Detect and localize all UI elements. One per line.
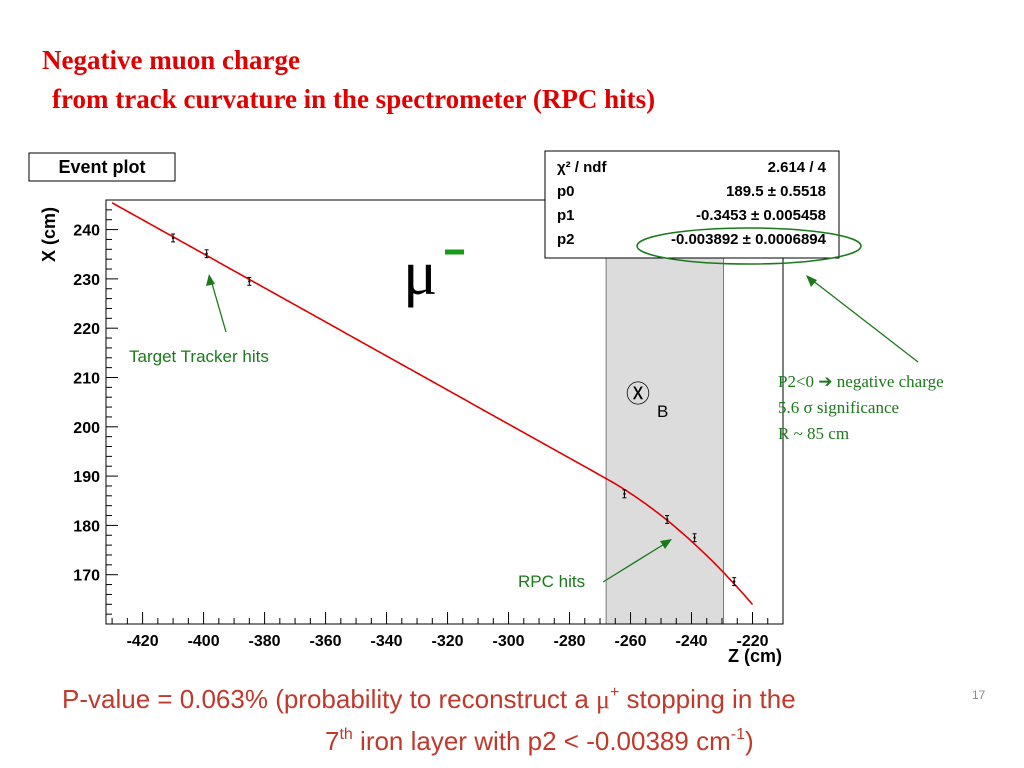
rpc-hits-label: RPC hits bbox=[518, 572, 585, 591]
data-point bbox=[205, 252, 208, 255]
footer-line1: P-value = 0.063% (probability to reconst… bbox=[62, 684, 796, 715]
stats-param-name: p1 bbox=[557, 207, 575, 224]
footer-line1-end: stopping in the bbox=[619, 684, 796, 714]
stats-param-value: -0.3453 ± 0.005458 bbox=[696, 207, 826, 224]
footer-line1-start: P-value = 0.063% (probability to reconst… bbox=[62, 684, 597, 714]
x-tick-label: -220 bbox=[736, 633, 768, 650]
note-significance: 5.6 σ significance bbox=[778, 398, 900, 417]
footer-mu: μ bbox=[596, 685, 610, 714]
b-field-label: B bbox=[657, 402, 668, 421]
x-tick-label: -380 bbox=[249, 633, 281, 650]
rpc-hits-arrowhead bbox=[660, 539, 672, 549]
y-tick-label: 210 bbox=[73, 370, 100, 387]
note-negative-charge: P2<0 ➔ negative charge bbox=[778, 372, 944, 392]
note-p2-text: P2<0 bbox=[778, 372, 819, 391]
y-tick-label: 190 bbox=[73, 469, 100, 486]
x-tick-label: -320 bbox=[432, 633, 464, 650]
x-tick-label: -420 bbox=[127, 633, 159, 650]
plot-title-box bbox=[28, 152, 176, 182]
p2-highlight-ellipse bbox=[636, 227, 862, 265]
y-tick-label: 170 bbox=[73, 568, 100, 585]
footer-plus-sup: + bbox=[609, 684, 620, 701]
plot-title: Event plot bbox=[58, 157, 145, 177]
rpc-hits-arrow bbox=[602, 542, 667, 583]
event-plot: -420 -400 -380 -360 -340 -320 -300 -280 -260 -240… bbox=[28, 150, 919, 666]
x-tick-label: -240 bbox=[675, 633, 707, 650]
footer-line2-start: 7 bbox=[325, 726, 340, 756]
stats-param-name: p0 bbox=[557, 183, 575, 200]
slide-title-line1: Negative muon charge bbox=[42, 45, 300, 75]
plot-frame bbox=[105, 199, 784, 625]
fit-curve bbox=[111, 202, 754, 606]
right-arrow-icon: ➔ bbox=[818, 372, 833, 391]
x-tick-label: -300 bbox=[493, 633, 525, 650]
significance-arrowhead bbox=[806, 275, 817, 287]
slide-title-line2: from track curvature in the spectrometer… bbox=[52, 84, 656, 114]
y-axis-ticks: 170 180 190 200 210 220 230 240 bbox=[73, 199, 118, 615]
x-tick-label: -400 bbox=[188, 633, 220, 650]
significance-arrow bbox=[811, 279, 919, 363]
stats-box bbox=[544, 150, 840, 259]
x-tick-label: -360 bbox=[310, 633, 342, 650]
data-point bbox=[248, 280, 251, 283]
x-tick-label: -280 bbox=[554, 633, 586, 650]
b-field-symbol: Ⓧ bbox=[626, 381, 650, 408]
stats-param-name: χ² / ndf bbox=[557, 159, 607, 176]
target-tracker-label: Target Tracker hits bbox=[129, 347, 269, 366]
footer-line2: 7th iron layer with p2 < -0.00389 cm-1) bbox=[325, 726, 754, 757]
data-point bbox=[171, 236, 175, 240]
note-radius: R ~ 85 cm bbox=[778, 424, 850, 443]
note-charge-text: negative charge bbox=[832, 372, 944, 391]
x-tick-label: -260 bbox=[615, 633, 647, 650]
x-axis-label: Z (cm) bbox=[728, 646, 782, 666]
y-axis-label: X (cm) bbox=[39, 207, 59, 262]
page-number: 17 bbox=[972, 688, 986, 702]
target-tracker-arrowhead bbox=[206, 274, 215, 286]
x-axis-ticks: -420 -400 -380 -360 -340 -320 -300 -280 -260 -240… bbox=[111, 612, 784, 650]
data-points bbox=[171, 233, 737, 587]
footer-th-sup: th bbox=[339, 726, 353, 743]
footer-exponent-sup: -1 bbox=[730, 726, 745, 743]
muon-symbol: μ bbox=[403, 237, 437, 308]
y-tick-label: 220 bbox=[73, 321, 100, 338]
y-tick-label: 180 bbox=[73, 518, 100, 535]
data-point bbox=[733, 580, 736, 583]
y-tick-label: 240 bbox=[73, 223, 100, 240]
stats-param-value: 189.5 ± 0.5518 bbox=[726, 183, 826, 200]
stats-param-name: p2 bbox=[557, 231, 575, 248]
footer-line2-mid: iron layer with p2 < -0.00389 cm bbox=[352, 726, 731, 756]
x-tick-label: -340 bbox=[371, 633, 403, 650]
y-tick-label: 230 bbox=[73, 272, 100, 289]
data-point bbox=[665, 518, 669, 521]
data-point bbox=[623, 492, 626, 496]
stats-param-value: 2.614 / 4 bbox=[768, 159, 827, 176]
target-tracker-arrow bbox=[210, 279, 227, 333]
data-point bbox=[693, 536, 696, 539]
y-tick-label: 200 bbox=[73, 420, 100, 437]
stats-rows: χ² / ndf 2.614 / 4 p0 189.5 ± 0.5518 p1 -0.34… bbox=[557, 159, 827, 248]
footer-line2-end: ) bbox=[744, 726, 754, 756]
stats-param-value: -0.003892 ± 0.0006894 bbox=[671, 231, 827, 248]
